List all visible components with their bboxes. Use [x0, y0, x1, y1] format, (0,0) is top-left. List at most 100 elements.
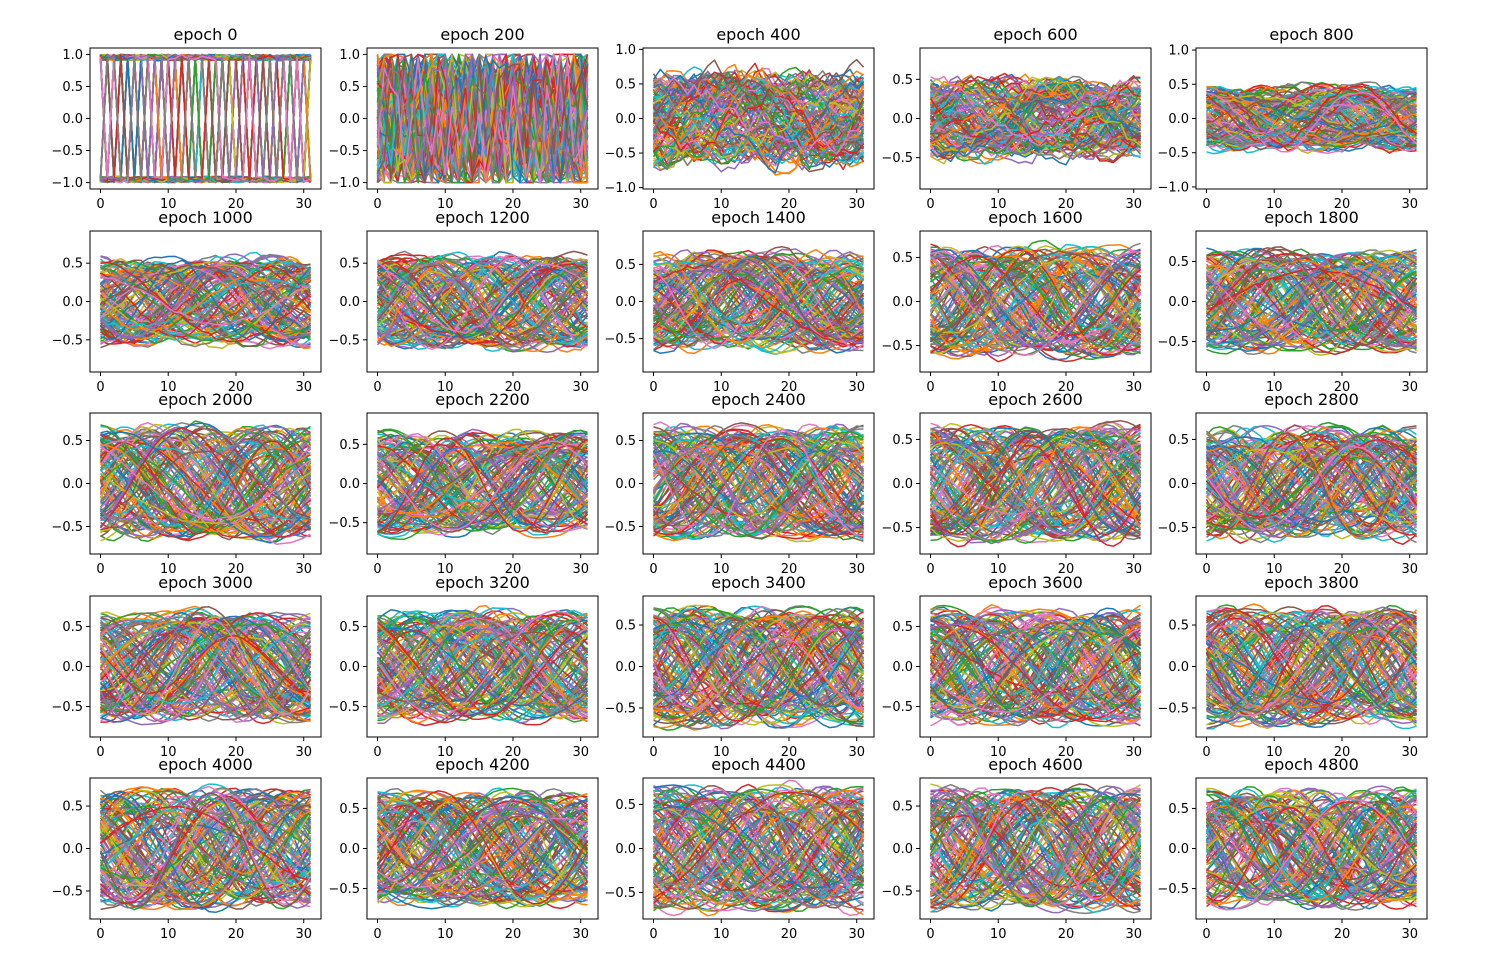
x-tick-label: 30 [848, 197, 865, 212]
series-line [100, 617, 312, 721]
x-tick-label: 10 [990, 197, 1007, 212]
x-tick-label: 30 [1401, 745, 1418, 760]
x-tick-label: 10 [160, 927, 177, 942]
x-tick-label: 20 [781, 562, 798, 577]
series-line [653, 798, 865, 905]
series-line [929, 619, 1142, 725]
series-line [1205, 801, 1418, 899]
series-group [376, 428, 589, 540]
series-line [376, 798, 588, 907]
series-line [1205, 444, 1417, 526]
series-line [652, 628, 865, 717]
y-tick-label: −0.5 [604, 520, 636, 535]
subplot: epoch 800 0 10 20 30 −1.0 −0.5 0.0 0.5 1.0 [1157, 25, 1428, 212]
series-line [99, 796, 311, 904]
series-line [1206, 643, 1417, 704]
y-tick-label: 0.0 [339, 112, 360, 127]
series-line [653, 816, 864, 886]
series-line [652, 787, 865, 910]
series-line [929, 633, 1142, 712]
series-line [652, 608, 864, 724]
series-group [1205, 603, 1418, 730]
x-tick-label: 10 [713, 380, 730, 395]
series-line [653, 271, 864, 332]
series-line [377, 636, 588, 706]
subplot: epoch 0 0 10 20 30 −1.0 −0.5 0.0 0.5 1.0 [51, 25, 322, 212]
series-line [929, 258, 1141, 353]
subplot-title: epoch 4800 [1264, 755, 1359, 774]
series-line [652, 424, 864, 532]
series-line [377, 627, 588, 699]
x-tick-label: 30 [1401, 927, 1418, 942]
series-line [376, 796, 588, 910]
x-tick-label: 20 [1334, 562, 1351, 577]
x-tick-label: 30 [295, 380, 312, 395]
series-line [930, 628, 1141, 703]
series-group [1205, 421, 1418, 546]
subplot-title: epoch 4600 [988, 755, 1083, 774]
series-line [652, 266, 864, 338]
y-tick-label: 0.5 [892, 73, 913, 88]
series-line [930, 258, 1142, 334]
series-line [377, 620, 588, 720]
series-line [930, 613, 1141, 720]
x-tick-label: 30 [1125, 562, 1142, 577]
series-line [929, 787, 1141, 905]
series-line [652, 636, 864, 710]
x-tick-label: 10 [1266, 197, 1283, 212]
x-tick-label: 30 [848, 562, 865, 577]
series-line [652, 800, 864, 899]
x-tick-label: 10 [437, 745, 454, 760]
series-line [99, 54, 311, 184]
series-line [376, 613, 588, 710]
series-line [377, 453, 588, 503]
x-tick-label: 0 [96, 745, 104, 760]
x-tick-label: 10 [713, 197, 730, 212]
series-line [652, 438, 865, 536]
series-line [99, 612, 312, 720]
x-tick-label: 10 [713, 745, 730, 760]
x-tick-label: 10 [437, 380, 454, 395]
subplot: epoch 3200 0 10 20 30 −0.5 0.0 0.5 [328, 573, 599, 760]
series-line [1206, 85, 1417, 149]
series-line [929, 796, 1141, 893]
series-line [1206, 800, 1418, 886]
series-line [376, 58, 589, 184]
y-tick-label: 0.0 [892, 660, 913, 675]
subplot: epoch 1400 0 10 20 30 −0.5 0.0 0.5 [604, 208, 875, 395]
x-tick-label: 10 [1266, 927, 1283, 942]
y-tick-label: −0.5 [604, 332, 636, 347]
series-line [376, 260, 589, 345]
series-line [930, 249, 1142, 343]
y-tick-label: 0.0 [615, 295, 636, 310]
series-line [100, 431, 312, 538]
series-line [100, 809, 312, 899]
series-line [1205, 248, 1417, 346]
series-line [100, 268, 311, 342]
series-line [99, 254, 311, 337]
x-tick-label: 0 [373, 927, 381, 942]
series-line [930, 793, 1142, 909]
series-line [377, 446, 588, 518]
series-line [99, 791, 312, 910]
x-tick-label: 0 [96, 927, 104, 942]
series-line [653, 805, 864, 889]
y-tick-label: 0.5 [62, 257, 83, 272]
y-tick-label: 0.0 [892, 112, 913, 127]
subplot-title: epoch 0 [174, 25, 238, 44]
series-line [652, 432, 865, 537]
series-line [929, 814, 1141, 888]
y-tick-label: 0.0 [339, 842, 360, 857]
subplot-title: epoch 2600 [988, 390, 1083, 409]
y-tick-label: 0.0 [892, 477, 913, 492]
series-line [377, 787, 589, 898]
series-line [100, 261, 311, 343]
series-line [99, 53, 311, 184]
series-line [653, 264, 864, 347]
series-line [376, 798, 589, 897]
series-line [1206, 621, 1417, 717]
x-tick-label: 20 [781, 927, 798, 942]
y-tick-label: 0.5 [615, 434, 636, 449]
series-group [929, 419, 1142, 548]
series-line [653, 279, 864, 340]
